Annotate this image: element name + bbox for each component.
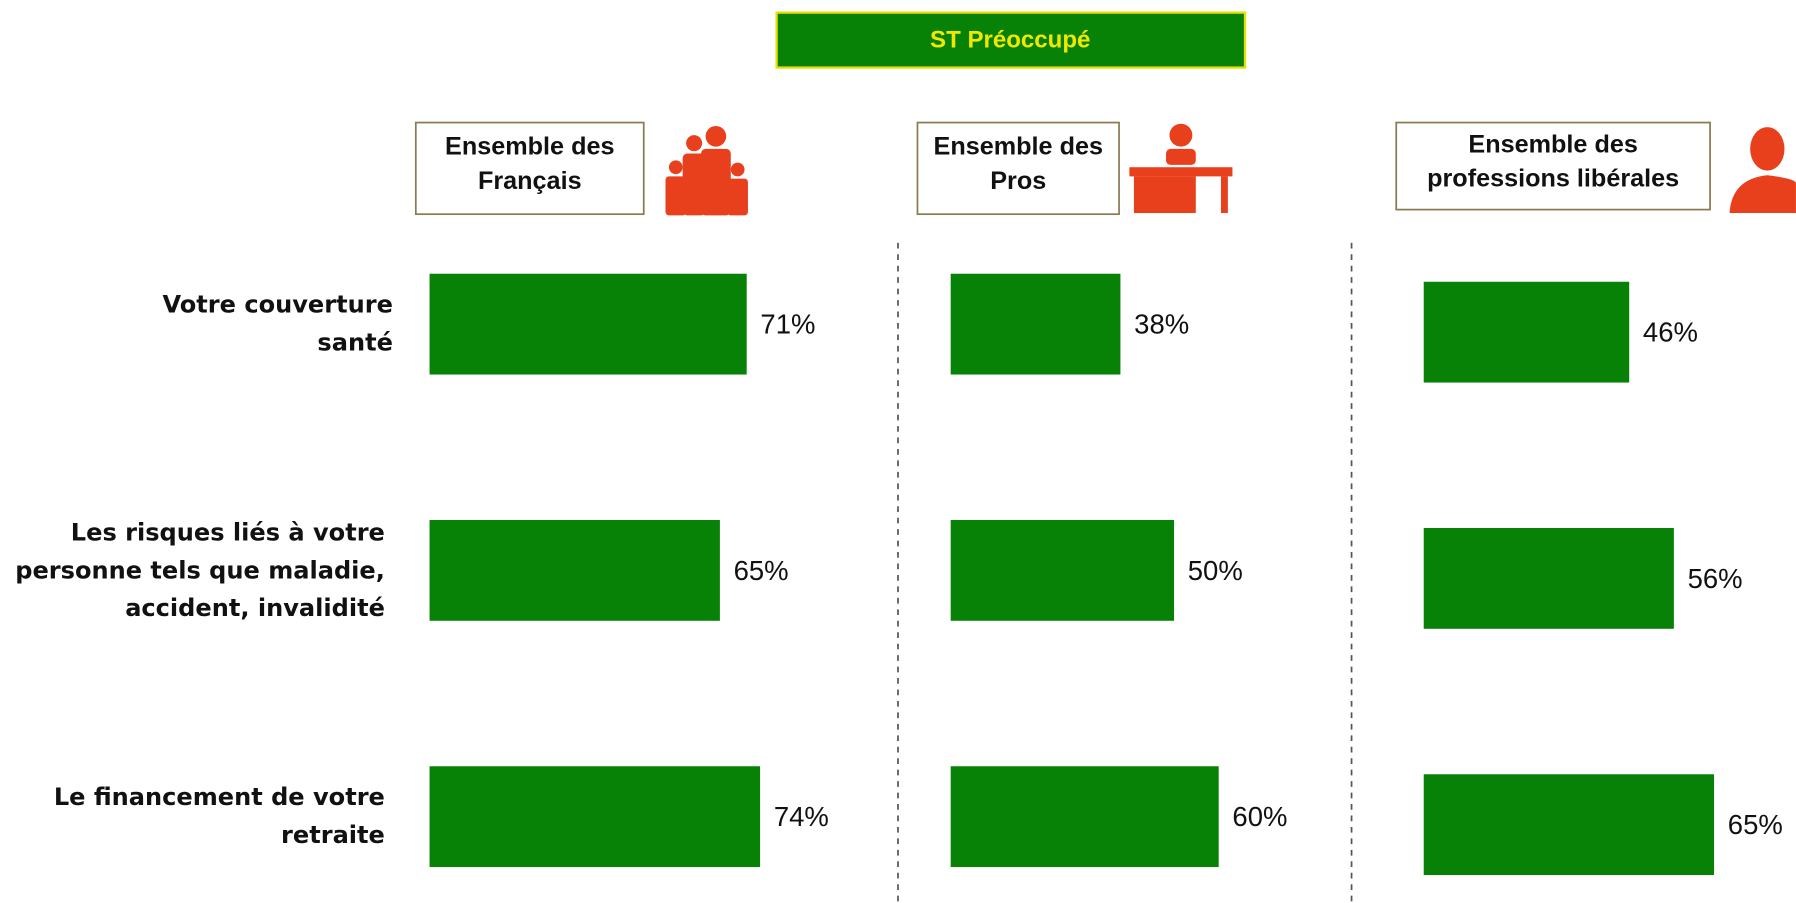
panel-header: Ensemble des Pros (933, 131, 1103, 195)
professional-icon (1729, 127, 1796, 214)
bar (429, 766, 761, 868)
category-label: Les risques liés à votre personne tels q… (15, 518, 385, 622)
bar (1423, 528, 1674, 629)
category-label: Le financement de votre retraite (53, 783, 385, 849)
category-label-box: Les risques liés à votre personne tels q… (15, 518, 385, 622)
bar (429, 273, 747, 375)
value-label: 46% (1643, 317, 1698, 348)
category-label-box: Votre couverture santé (162, 290, 393, 357)
panel-header-box: Ensemble des professions libérales (1427, 129, 1680, 193)
value-label: 50% (1188, 555, 1243, 586)
bar (950, 519, 1175, 621)
category-label-box: Le financement de votre retraite (53, 783, 385, 849)
panel-header: Ensemble des professions libérales (1427, 129, 1680, 193)
value-label: 56% (1688, 563, 1743, 594)
desk-icon (1129, 123, 1233, 214)
panel-header-frame (1395, 121, 1711, 211)
panel-header-frame (414, 121, 645, 216)
value-label: 65% (1728, 809, 1783, 840)
panel-header-box: Ensemble des Français (445, 131, 615, 195)
bar (1423, 281, 1630, 383)
category-label: Votre couverture santé (162, 290, 393, 357)
value-label: 74% (774, 801, 829, 832)
bar (1423, 774, 1715, 876)
bar (950, 273, 1121, 375)
title-banner (775, 11, 1247, 69)
value-label: 38% (1134, 309, 1189, 340)
chart-title: ST Préoccupé (930, 27, 1090, 54)
value-label: 65% (734, 555, 789, 586)
family-icon (665, 125, 748, 216)
value-label: 71% (760, 309, 815, 340)
bar (950, 766, 1219, 868)
bar (429, 519, 720, 621)
panel-header: Ensemble des Français (445, 131, 615, 195)
panel-header-frame (916, 121, 1120, 216)
panel-header-box: Ensemble des Pros (933, 131, 1103, 195)
value-label: 60% (1232, 801, 1287, 832)
